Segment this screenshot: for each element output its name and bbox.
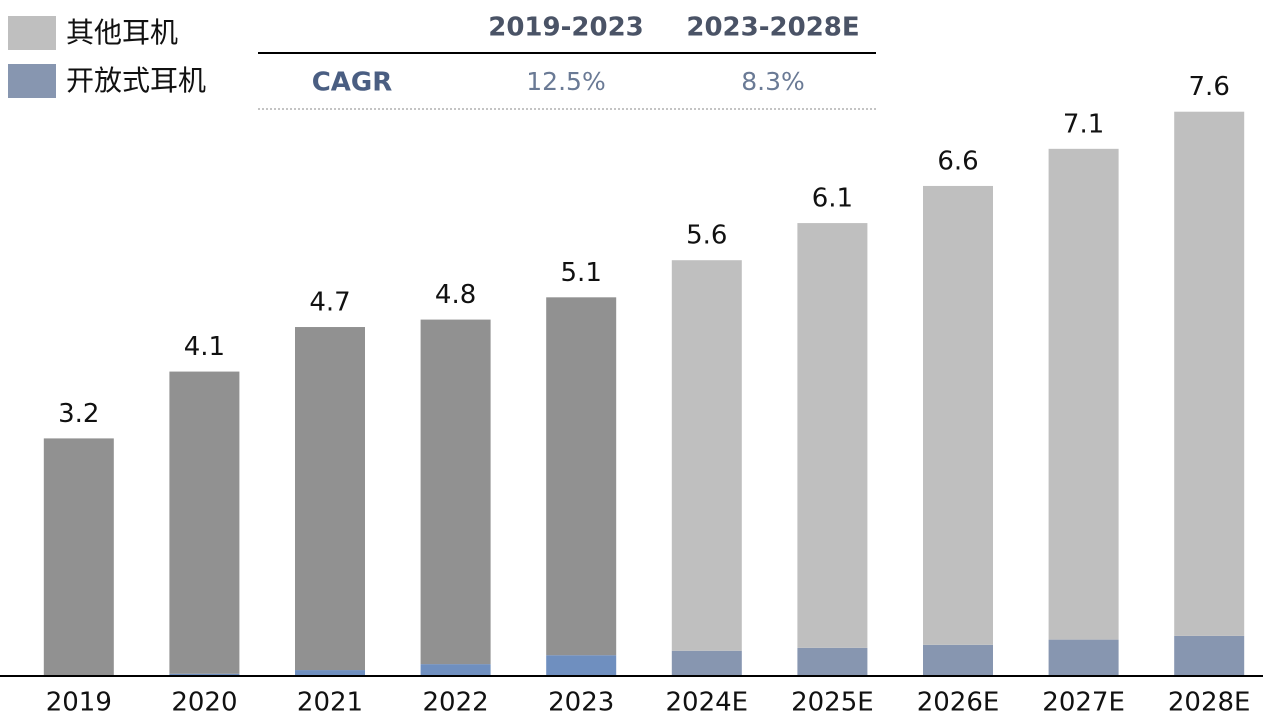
bar-segment: [169, 371, 240, 674]
legend-label: 其他耳机: [66, 16, 178, 49]
x-tick-label: 2025E: [791, 688, 874, 716]
table-header: 2019-2023: [488, 13, 644, 43]
total-label: 5.6: [686, 221, 727, 251]
bar-segment: [1048, 148, 1119, 640]
bar-segment: [1048, 639, 1119, 676]
bar-segment: [923, 644, 993, 676]
bar-segment: [1174, 635, 1245, 676]
total-label: 5.1: [561, 258, 602, 288]
total-label: 3.2: [58, 399, 99, 429]
x-tick-label: 2028E: [1168, 688, 1251, 716]
total-label: 4.1: [184, 332, 225, 362]
bar-segment: [546, 655, 617, 676]
total-label: 7.1: [1063, 109, 1104, 139]
total-label: 4.8: [435, 280, 476, 310]
bar-segment: [797, 223, 868, 648]
x-tick-label: 2026E: [917, 688, 1000, 716]
x-tick-label: 2027E: [1042, 688, 1125, 716]
total-label: 6.1: [812, 184, 853, 214]
legend-swatch: [8, 16, 56, 50]
x-tick-label: 2019: [46, 688, 112, 716]
bar-segment: [295, 670, 365, 676]
bar-segment: [169, 673, 240, 676]
bar-segment: [43, 438, 114, 676]
bar-segment: [671, 650, 742, 676]
total-label: 6.6: [937, 146, 978, 176]
x-tick-label: 2020: [171, 688, 237, 716]
bar-segment: [295, 327, 365, 671]
table-header: 2023-2028E: [686, 13, 859, 43]
legend-swatch: [8, 64, 56, 98]
bar-segment: [671, 260, 742, 651]
x-tick-label: 2023: [548, 688, 614, 716]
bar-segment: [546, 297, 617, 656]
x-tick-label: 2021: [297, 688, 363, 716]
total-label: 7.6: [1189, 72, 1230, 102]
x-tick-label: 2022: [423, 688, 489, 716]
x-tick-label: 2024E: [665, 688, 748, 716]
bar-segment: [1174, 111, 1245, 636]
table-row-label: CAGR: [312, 68, 393, 98]
total-label: 4.7: [309, 288, 350, 318]
legend-label: 开放式耳机: [66, 64, 206, 97]
table-cell: 12.5%: [526, 67, 605, 96]
bar-segment: [923, 185, 993, 645]
bar-segment: [420, 319, 491, 665]
bar-segment: [797, 647, 868, 676]
bar-segment: [420, 664, 491, 676]
table-cell: 8.3%: [741, 67, 805, 96]
